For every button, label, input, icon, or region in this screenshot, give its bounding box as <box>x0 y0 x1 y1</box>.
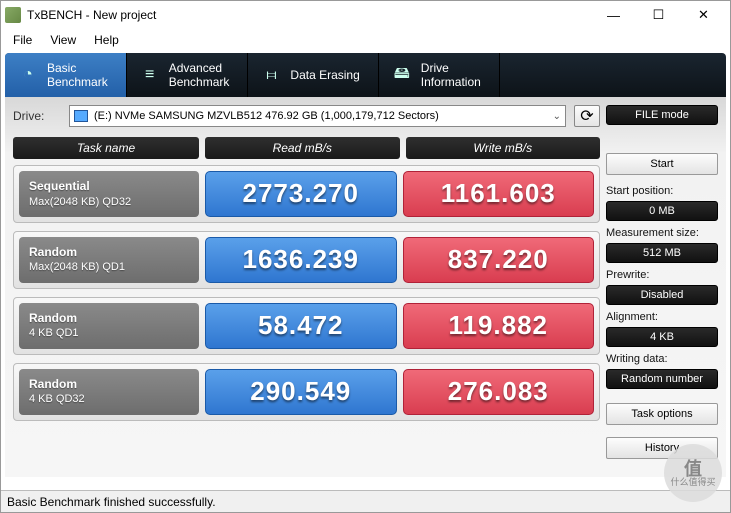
read-value: 2773.270 <box>205 171 397 217</box>
tab-icon: ≡ <box>139 64 161 86</box>
writing-data-label: Writing data: <box>606 353 718 365</box>
measurement-size-value[interactable]: 512 MB <box>606 243 718 263</box>
write-value: 119.882 <box>403 303 595 349</box>
tab-icon: ⧦ <box>260 64 282 86</box>
close-button[interactable]: ✕ <box>681 1 726 29</box>
header-write: Write mB/s <box>406 137 601 159</box>
tab-basic[interactable]: ◔BasicBenchmark <box>5 53 127 97</box>
drive-label: Drive: <box>13 109 61 123</box>
task-cell: SequentialMax(2048 KB) QD32 <box>19 171 199 217</box>
bench-row: Random4 KB QD158.472119.882 <box>13 297 600 355</box>
tab-drive[interactable]: 🖴DriveInformation <box>379 53 500 97</box>
read-value: 58.472 <box>205 303 397 349</box>
drive-icon <box>74 110 88 122</box>
prewrite-value[interactable]: Disabled <box>606 285 718 305</box>
drive-select[interactable]: (E:) NVMe SAMSUNG MZVLB512 476.92 GB (1,… <box>69 105 566 127</box>
app-icon <box>5 7 21 23</box>
write-value: 837.220 <box>403 237 595 283</box>
window-title: TxBENCH - New project <box>27 8 591 22</box>
menu-view[interactable]: View <box>42 31 84 49</box>
chevron-down-icon: ⌄ <box>553 111 561 122</box>
maximize-button[interactable]: ☐ <box>636 1 681 29</box>
status-text: Basic Benchmark finished successfully. <box>7 495 216 509</box>
task-cell: Random4 KB QD1 <box>19 303 199 349</box>
tab-icon: 🖴 <box>391 64 413 86</box>
menu-file[interactable]: File <box>5 31 40 49</box>
minimize-button[interactable]: — <box>591 1 636 29</box>
header-read: Read mB/s <box>205 137 400 159</box>
writing-data-value[interactable]: Random number <box>606 369 718 389</box>
read-value: 290.549 <box>205 369 397 415</box>
tab-advanced[interactable]: ≡AdvancedBenchmark <box>127 53 249 97</box>
refresh-button[interactable]: ⟳ <box>574 105 600 127</box>
menu-help[interactable]: Help <box>86 31 127 49</box>
write-value: 276.083 <box>403 369 595 415</box>
bench-row: Random4 KB QD32290.549276.083 <box>13 363 600 421</box>
alignment-label: Alignment: <box>606 311 718 323</box>
tab-icon: ◔ <box>17 64 39 86</box>
read-value: 1636.239 <box>205 237 397 283</box>
start-button[interactable]: Start <box>606 153 718 175</box>
prewrite-label: Prewrite: <box>606 269 718 281</box>
refresh-icon: ⟳ <box>580 106 593 126</box>
measurement-size-label: Measurement size: <box>606 227 718 239</box>
alignment-value[interactable]: 4 KB <box>606 327 718 347</box>
drive-selected-text: (E:) NVMe SAMSUNG MZVLB512 476.92 GB (1,… <box>94 110 439 122</box>
start-position-value[interactable]: 0 MB <box>606 201 718 221</box>
write-value: 1161.603 <box>403 171 595 217</box>
task-cell: Random4 KB QD32 <box>19 369 199 415</box>
task-cell: RandomMax(2048 KB) QD1 <box>19 237 199 283</box>
file-mode-button[interactable]: FILE mode <box>606 105 718 125</box>
start-position-label: Start position: <box>606 185 718 197</box>
tab-data erasing[interactable]: ⧦Data Erasing <box>248 53 378 97</box>
task-options-button[interactable]: Task options <box>606 403 718 425</box>
header-task: Task name <box>13 137 199 159</box>
bench-row: RandomMax(2048 KB) QD11636.239837.220 <box>13 231 600 289</box>
bench-row: SequentialMax(2048 KB) QD322773.2701161.… <box>13 165 600 223</box>
watermark: 值 什么值得买 <box>664 444 722 502</box>
